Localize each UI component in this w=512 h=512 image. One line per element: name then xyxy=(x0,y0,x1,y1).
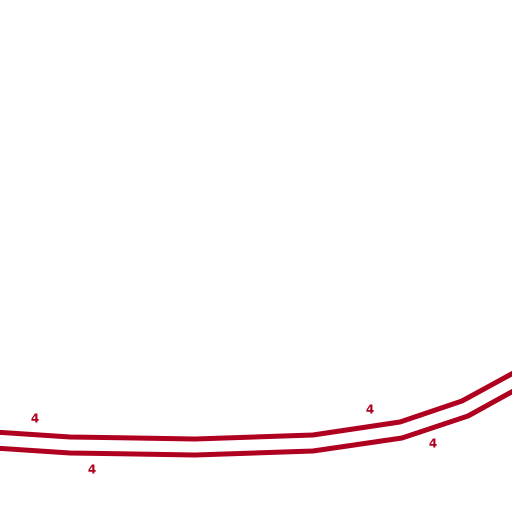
road-ref-label: 4 xyxy=(429,437,437,451)
road-ref-label: 4 xyxy=(88,463,96,477)
road-carriageway xyxy=(0,370,512,442)
road-ref-label: 4 xyxy=(366,403,374,417)
road-carriageway xyxy=(0,388,512,458)
road-ref-label: 4 xyxy=(31,412,39,426)
